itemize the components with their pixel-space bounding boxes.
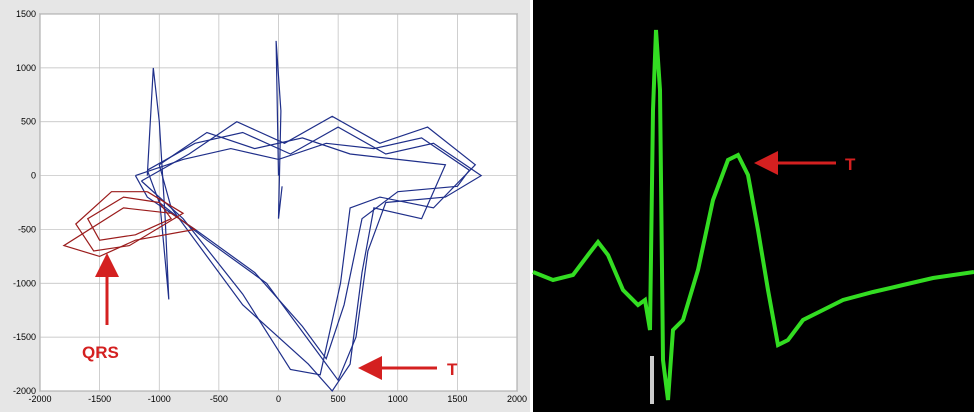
y-tick-label: 500 bbox=[21, 117, 36, 127]
marker bbox=[650, 356, 654, 404]
annotation: T bbox=[447, 360, 458, 379]
x-tick-label: -1500 bbox=[88, 394, 111, 404]
x-tick-label: -500 bbox=[210, 394, 228, 404]
annotation: T bbox=[845, 155, 856, 174]
x-tick-label: 0 bbox=[276, 394, 281, 404]
y-tick-label: -500 bbox=[18, 224, 36, 234]
chart-right: T bbox=[533, 0, 974, 412]
x-tick-label: 2000 bbox=[507, 394, 527, 404]
figure: -2000-1500-1000-5000500100015002000-2000… bbox=[0, 0, 974, 412]
page: -2000-1500-1000-5000500100015002000-2000… bbox=[0, 0, 974, 412]
y-tick-label: 0 bbox=[31, 171, 36, 181]
x-tick-label: 1500 bbox=[447, 394, 467, 404]
y-tick-label: -2000 bbox=[13, 386, 36, 396]
annotation: QRS bbox=[82, 343, 119, 362]
y-tick-label: 1000 bbox=[16, 63, 36, 73]
x-tick-label: 500 bbox=[331, 394, 346, 404]
y-tick-label: -1000 bbox=[13, 278, 36, 288]
x-tick-label: -1000 bbox=[148, 394, 171, 404]
y-tick-label: -1500 bbox=[13, 332, 36, 342]
x-tick-label: 1000 bbox=[388, 394, 408, 404]
y-tick-label: 1500 bbox=[16, 9, 36, 19]
